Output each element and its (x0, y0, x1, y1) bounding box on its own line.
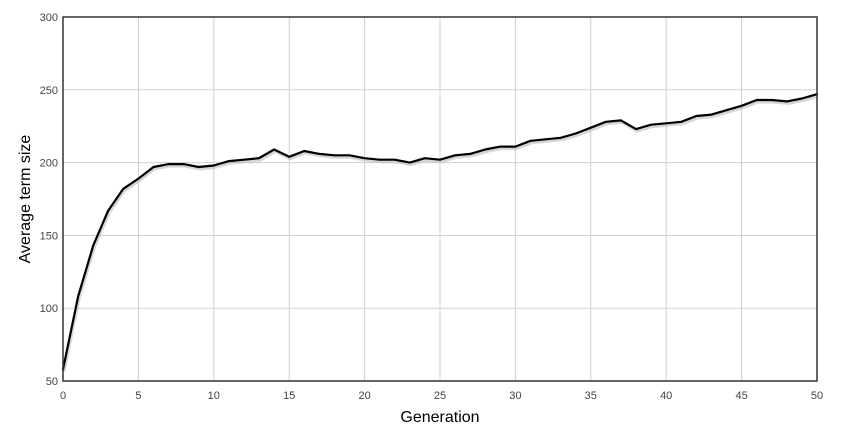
series-layer (61, 93, 819, 372)
x-tick-label: 40 (660, 390, 672, 402)
x-tick-label: 50 (811, 390, 823, 402)
x-tick-label: 35 (585, 390, 597, 402)
series-line-shadow (62, 94, 819, 372)
y-axis-ticks: 50 100 150 200 250 300 (40, 12, 58, 388)
y-tick-label: 200 (40, 158, 58, 170)
x-axis-title: Generation (400, 409, 479, 426)
x-tick-label: 30 (509, 390, 521, 402)
y-axis-title: Average term size (17, 135, 34, 264)
x-tick-label: 15 (283, 390, 295, 402)
x-tick-label: 25 (434, 390, 446, 402)
y-tick-label: 50 (46, 376, 58, 388)
x-tick-label: 5 (135, 390, 141, 402)
x-tick-label: 45 (735, 390, 747, 402)
plot-area-frame (62, 16, 818, 382)
y-tick-label: 100 (40, 303, 58, 315)
x-axis-ticks: 0 5 10 15 20 25 30 35 40 45 50 (60, 390, 823, 402)
x-tick-label: 10 (208, 390, 220, 402)
y-tick-label: 150 (40, 230, 58, 242)
y-tick-label: 250 (40, 85, 58, 97)
series-line (61, 93, 819, 371)
x-tick-label: 0 (60, 390, 66, 402)
grid (62, 16, 818, 382)
y-tick-label: 300 (40, 12, 58, 24)
x-tick-label: 20 (358, 390, 370, 402)
